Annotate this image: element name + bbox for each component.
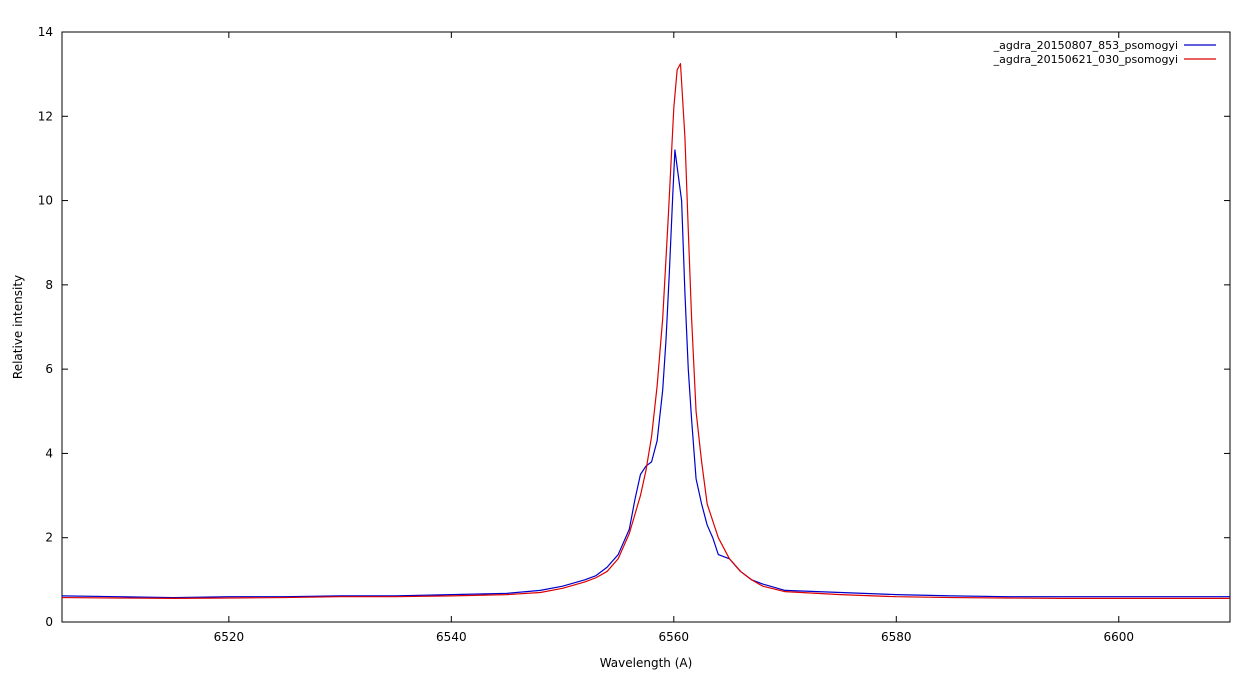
y-tick-label: 2 bbox=[45, 531, 53, 545]
series-layer bbox=[61, 63, 1230, 600]
y-tick-label: 8 bbox=[45, 278, 53, 292]
y-tick-label: 0 bbox=[45, 615, 53, 629]
plot-frame bbox=[61, 31, 1231, 623]
x-axis-label: Wavelength (A) bbox=[600, 656, 693, 670]
legend-entry-1: _agdra_20150807_853_psomogyi bbox=[993, 39, 1178, 52]
y-tick-label: 12 bbox=[38, 109, 53, 123]
x-tick-label: 6540 bbox=[436, 630, 467, 644]
series-line-1 bbox=[61, 149, 1230, 599]
x-tick-label: 6580 bbox=[881, 630, 912, 644]
y-tick-label: 6 bbox=[45, 362, 53, 376]
y-tick-label: 4 bbox=[45, 446, 53, 460]
axis-ticks: 6520 6540 6560 6580 6600 0 2 4 6 8 10 12 14 bbox=[38, 25, 1230, 644]
x-tick-label: 6520 bbox=[214, 630, 245, 644]
series-line-2 bbox=[61, 63, 1230, 600]
x-tick-label: 6600 bbox=[1103, 630, 1134, 644]
legend-entry-2: _agdra_20150621_030_psomogyi bbox=[993, 53, 1178, 66]
y-tick-label: 14 bbox=[38, 25, 53, 39]
legend: _agdra_20150807_853_psomogyi_agdra_20150… bbox=[993, 39, 1216, 66]
y-axis-label: Relative intensity bbox=[11, 275, 25, 379]
x-tick-label: 6560 bbox=[659, 630, 690, 644]
y-tick-label: 10 bbox=[38, 194, 53, 208]
